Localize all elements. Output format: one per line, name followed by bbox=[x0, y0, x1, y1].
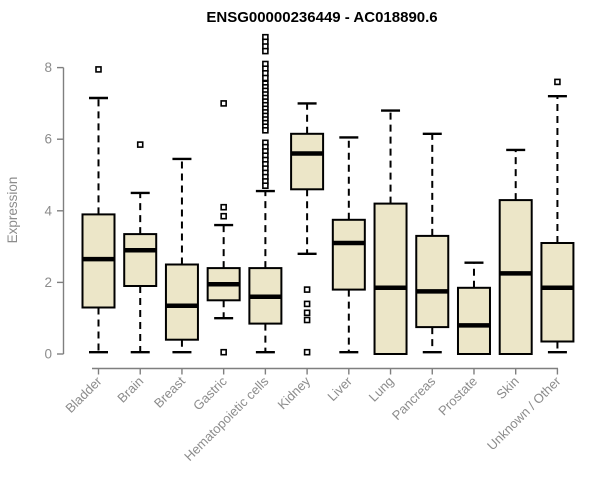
x-category-label: Pancreas bbox=[389, 373, 439, 423]
y-axis-title: Expression bbox=[5, 177, 20, 244]
x-category-label: Liver bbox=[324, 373, 355, 404]
outlier-marker bbox=[136, 141, 144, 148]
outlier-marker bbox=[262, 182, 269, 189]
outlier-marker bbox=[554, 78, 561, 86]
outlier-marker bbox=[220, 348, 227, 356]
iqr-box bbox=[331, 218, 366, 291]
x-category-label: Lung bbox=[366, 374, 397, 405]
iqr-box bbox=[290, 132, 325, 191]
chart-title: ENSG00000236449 - AC018890.6 bbox=[206, 9, 437, 26]
iqr-box bbox=[540, 242, 575, 343]
outlier-marker bbox=[220, 100, 227, 107]
y-tick-label: 4 bbox=[44, 203, 52, 218]
x-category-label: Breast bbox=[151, 373, 188, 410]
y-tick-label: 8 bbox=[44, 60, 52, 75]
iqr-box bbox=[415, 234, 450, 329]
iqr-box bbox=[373, 202, 408, 355]
x-category-label: Brain bbox=[114, 374, 146, 406]
outlier-marker bbox=[303, 286, 311, 293]
y-tick-label: 6 bbox=[44, 132, 52, 147]
outlier-marker bbox=[303, 316, 311, 324]
x-category-label: Gastric bbox=[190, 373, 230, 413]
y-tick-label: 2 bbox=[44, 275, 52, 290]
outlier-marker bbox=[220, 212, 227, 220]
outlier-marker bbox=[303, 300, 311, 308]
outlier-marker bbox=[95, 66, 102, 73]
x-category-label: Prostate bbox=[435, 374, 480, 419]
x-category-label: Unknown / Other bbox=[484, 373, 564, 453]
iqr-box bbox=[164, 263, 199, 341]
outlier-marker bbox=[262, 127, 269, 134]
x-category-label: Skin bbox=[493, 374, 521, 402]
outlier-marker bbox=[220, 203, 227, 211]
outlier-marker bbox=[262, 47, 269, 55]
x-category-label: Kidney bbox=[275, 373, 314, 412]
outlier-marker bbox=[303, 348, 311, 356]
x-category-label: Bladder bbox=[62, 373, 105, 416]
outlier-marker bbox=[303, 309, 311, 317]
iqr-box bbox=[123, 233, 158, 288]
y-tick-label: 0 bbox=[44, 347, 52, 362]
iqr-box bbox=[498, 199, 533, 355]
outlier-marker bbox=[262, 74, 269, 82]
iqr-box bbox=[456, 286, 491, 355]
